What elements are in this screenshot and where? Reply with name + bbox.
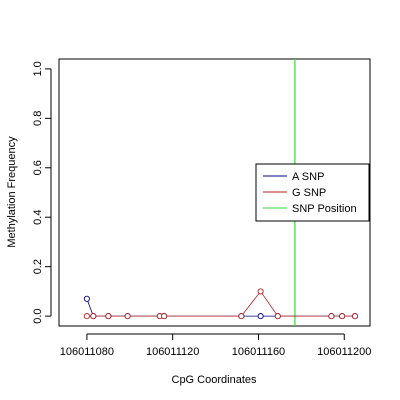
y-tick-label-3: 0.6 — [32, 160, 44, 175]
legend-label-g-snp: G SNP — [292, 187, 326, 199]
data-point-a-snp-0 — [83, 295, 90, 302]
y-tick-label-4: 0.8 — [32, 111, 44, 126]
data-point-g-snp-11 — [351, 313, 359, 320]
legend-label-snp-position: SNP Position — [292, 203, 357, 215]
data-point-g-snp-5 — [161, 313, 168, 320]
data-point-g-snp-3 — [124, 313, 131, 320]
data-point-g-snp-0 — [83, 313, 90, 320]
series-line-g-snp — [86, 290, 355, 317]
data-point-a-snp-7 — [257, 313, 264, 320]
data-point-g-snp-2 — [105, 313, 112, 320]
data-point-g-snp-7 — [257, 288, 264, 295]
legend: A SNP G SNP SNP Position — [255, 163, 370, 222]
x-tick-label-0: 106011080 — [60, 346, 114, 358]
legend-label-a-snp: A SNP — [292, 171, 324, 183]
x-tick-label-1: 106011120 — [146, 346, 199, 358]
data-point-g-snp-9 — [328, 313, 335, 320]
data-point-g-snp-6 — [238, 313, 245, 320]
x-tick-label-3: 106011200 — [317, 346, 371, 358]
series-layer — [83, 288, 359, 320]
y-axis: 0.0 0.2 0.4 0.6 0.8 1.0 — [32, 61, 52, 324]
y-axis-title: Methylation Frequency — [6, 136, 18, 248]
y-tick-label-1: 0.2 — [32, 259, 44, 274]
data-point-g-snp-10 — [339, 313, 346, 320]
data-point-g-snp-8 — [274, 313, 281, 320]
y-tick-label-0: 0.0 — [32, 308, 44, 323]
plot-frame — [58, 58, 371, 327]
y-tick-label-5: 1.0 — [32, 61, 44, 76]
x-axis-title: CpG Coordinates — [172, 374, 257, 386]
x-tick-label-2: 106011160 — [232, 346, 285, 358]
data-point-g-snp-1 — [90, 313, 97, 320]
x-axis: 106011080 106011120 106011160 106011200 — [60, 333, 371, 358]
y-tick-label-2: 0.4 — [32, 210, 44, 225]
